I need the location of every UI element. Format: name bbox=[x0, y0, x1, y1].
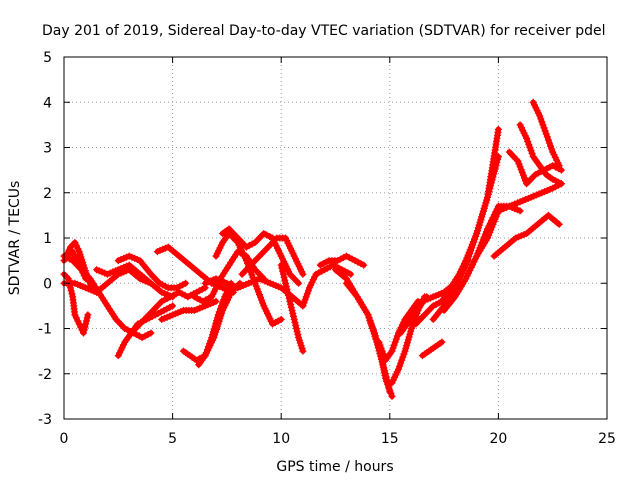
series-arc-11 bbox=[158, 297, 220, 323]
x-tick-label: 10 bbox=[272, 431, 290, 447]
series-trace bbox=[419, 339, 445, 359]
series-markers bbox=[429, 125, 502, 323]
series-markers bbox=[342, 279, 396, 400]
series-markers bbox=[505, 148, 565, 188]
series-arc-36 bbox=[529, 98, 563, 170]
y-tick-label: -1 bbox=[38, 322, 52, 338]
series-trace bbox=[317, 253, 367, 268]
x-axis-label: GPS time / hours bbox=[276, 459, 393, 475]
series-arc-17 bbox=[195, 279, 235, 369]
series-arc-16 bbox=[219, 225, 303, 287]
series-markers bbox=[158, 297, 220, 323]
y-axis-label: SDTVAR / TECUs bbox=[7, 181, 23, 296]
series-markers bbox=[473, 180, 565, 260]
y-tick-label: 1 bbox=[43, 231, 52, 247]
series-markers bbox=[516, 121, 565, 188]
x-tick-label: 15 bbox=[381, 431, 399, 447]
series-markers bbox=[490, 211, 563, 260]
series-markers bbox=[114, 252, 190, 292]
series-arc-24 bbox=[375, 297, 422, 364]
x-tick-label: 20 bbox=[489, 431, 507, 447]
series-markers bbox=[418, 338, 446, 360]
series-layer bbox=[60, 98, 565, 400]
x-tick-label: 0 bbox=[60, 431, 69, 447]
series-arc-30 bbox=[429, 125, 502, 323]
series-arc-20 bbox=[299, 261, 355, 310]
x-tick-label: 25 bbox=[598, 431, 616, 447]
y-tick-label: -3 bbox=[38, 412, 52, 428]
y-tick-label: 0 bbox=[43, 276, 52, 292]
chart-title: Day 201 of 2019, Sidereal Day-to-day VTE… bbox=[42, 23, 606, 39]
plot-frame bbox=[63, 56, 608, 420]
series-markers bbox=[299, 261, 355, 310]
series-markers bbox=[238, 234, 307, 278]
y-tick-label: -2 bbox=[38, 367, 52, 383]
series-arc-9 bbox=[132, 284, 209, 332]
y-tick-label: 3 bbox=[43, 141, 52, 157]
series-markers bbox=[529, 98, 563, 170]
y-tick-label: 5 bbox=[43, 50, 52, 66]
series-arc-21 bbox=[316, 252, 368, 269]
tick-layer: 0 5 10 15 20 25 -3 -2 -1 0 1 2 3 4 5 bbox=[38, 50, 616, 447]
series-markers bbox=[93, 261, 177, 301]
series-arc-18 bbox=[238, 234, 307, 278]
series-arc-23 bbox=[342, 279, 396, 400]
series-markers bbox=[277, 261, 307, 355]
x-tick-label: 5 bbox=[168, 431, 177, 447]
series-markers bbox=[316, 252, 368, 269]
series-arc-15 bbox=[212, 230, 285, 328]
series-arc-35 bbox=[516, 121, 565, 188]
series-arc-8 bbox=[114, 252, 190, 292]
series-markers bbox=[132, 284, 209, 332]
series-markers bbox=[195, 279, 235, 369]
grid-layer bbox=[64, 57, 607, 419]
series-arc-34 bbox=[505, 148, 565, 188]
series-trace bbox=[332, 266, 393, 395]
series-arc-27 bbox=[418, 338, 446, 360]
series-arc-19 bbox=[277, 261, 307, 355]
series-arc-32 bbox=[473, 180, 565, 260]
series-markers bbox=[375, 297, 422, 364]
series-arc-33 bbox=[490, 211, 563, 260]
y-tick-label: 4 bbox=[43, 95, 52, 111]
series-markers bbox=[212, 230, 285, 328]
y-tick-label: 2 bbox=[43, 186, 52, 202]
series-arc-6 bbox=[93, 261, 177, 301]
